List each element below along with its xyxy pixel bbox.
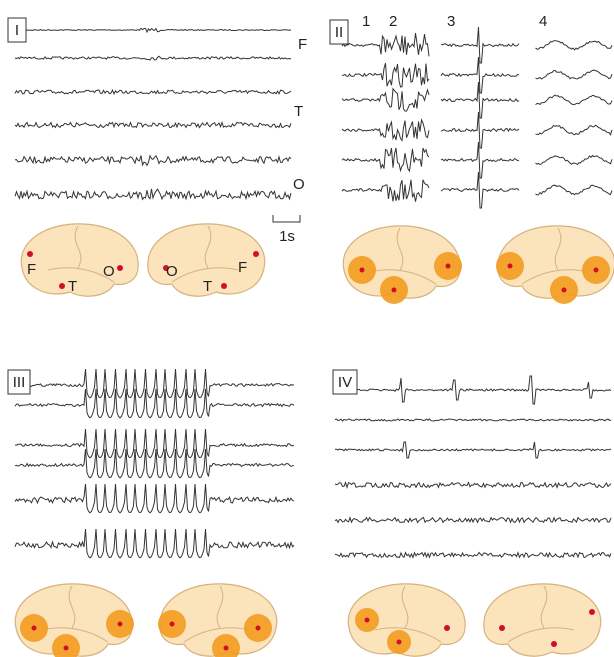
drawing [15,27,614,657]
eeg-trace [15,369,294,398]
eeg-trace [342,82,612,118]
eeg-trace [335,518,611,523]
eeg-trace [15,484,294,513]
eeg-trace [15,189,291,199]
phase-label: 2 [389,13,397,30]
brain [21,224,138,296]
eeg-trace [335,442,611,458]
electrode [27,251,33,257]
focus-center [256,626,261,631]
eeg-trace [342,172,612,208]
eeg-trace [335,553,611,558]
channel-label: F [298,36,307,53]
eeg-trace [15,389,294,418]
phase-label: 1 [362,13,370,30]
brain [484,584,601,656]
electrode [499,625,505,631]
electrode [117,265,123,271]
focus-center [360,268,365,273]
eeg-trace [15,429,294,458]
eeg-trace [15,28,291,32]
channel-label: O [293,176,305,193]
eeg-trace [335,483,611,488]
eeg-trace [342,27,612,63]
eeg-trace [342,57,612,93]
brain [15,584,134,657]
focus-center [64,646,69,651]
focus-center [365,618,370,623]
focus-center [594,268,599,273]
electrode [444,625,450,631]
focus-center [562,288,567,293]
eeg-figure: I F T O 1s II 1 2 3 4 III IV F T O O T F [0,0,614,657]
eeg-trace [15,529,294,558]
panel-label: III [13,374,26,391]
brain-outline [484,584,601,656]
phase-label: 4 [539,13,547,30]
electrode-label: O [166,263,178,280]
eeg-trace [15,156,291,166]
electrode-label: F [238,259,247,276]
brain [343,226,462,304]
scale-bar [273,215,300,222]
focus-center [32,626,37,631]
focus-center [170,622,175,627]
brain [496,226,614,304]
brain [348,584,465,656]
focus-center [118,622,123,627]
panel-label: II [335,24,343,41]
channel-label: T [294,103,303,120]
electrode-label: T [203,278,212,295]
eeg-trace [335,419,611,421]
panel-label: I [15,22,19,39]
focus-center [392,288,397,293]
electrode [589,609,595,615]
phase-label: 3 [447,13,455,30]
focus-center [508,264,513,269]
electrode [221,283,227,289]
focus-center [397,640,402,645]
eeg-trace [15,449,294,478]
eeg-trace [15,90,291,94]
eeg-trace [15,122,291,127]
focus-center [446,264,451,269]
electrode-label: O [103,263,115,280]
electrode [59,283,65,289]
brain [158,584,277,657]
electrode [253,251,259,257]
focus-center [224,646,229,651]
eeg-trace [15,56,291,60]
electrode-label: T [68,278,77,295]
eeg-trace [335,376,611,404]
eeg-trace [342,142,612,178]
brain-outline [21,224,138,296]
electrode [551,641,557,647]
eeg-trace [342,112,612,148]
electrode-label: F [27,261,36,278]
scale-label: 1s [279,228,295,245]
panel-label: IV [338,374,352,391]
